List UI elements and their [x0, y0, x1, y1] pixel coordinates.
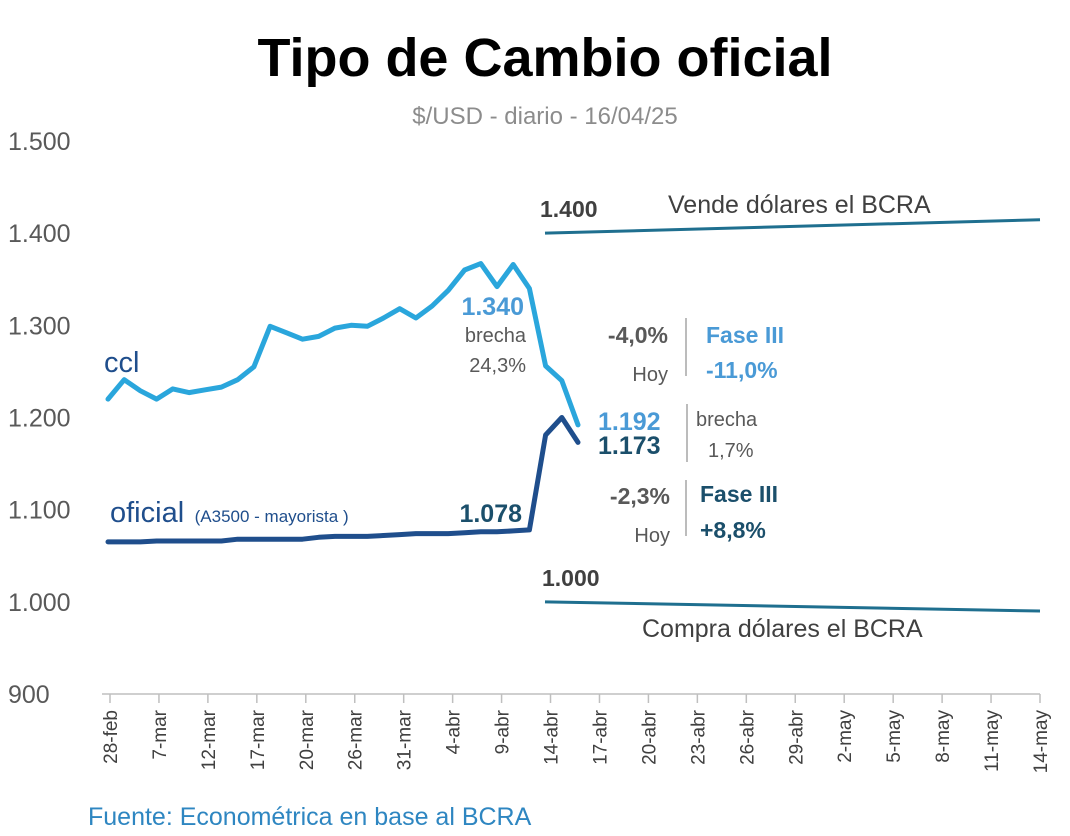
brecha-now-label: brecha — [696, 409, 758, 431]
ccl-today-label: Hoy — [632, 364, 668, 386]
band-sell-name: Vende dólares el BCRA — [668, 191, 931, 219]
chart-title: Tipo de Cambio oficial — [257, 28, 832, 88]
band-buy-line — [544, 600, 1041, 613]
x-tick-label: 2-may — [835, 710, 856, 763]
y-tick-label: 1.200 — [8, 405, 71, 433]
ccl-peak-brecha-label: brecha — [465, 325, 527, 347]
x-axis: 28-feb 7-mar 12-mar 17-mar 20-mar 26-mar 31-ma… — [101, 693, 1052, 774]
x-tick-label: 12-mar — [199, 709, 220, 770]
x-tick-label: 28-feb — [101, 710, 122, 764]
x-tick-label: 17-mar — [248, 709, 269, 770]
series-label-ccl: ccl — [104, 347, 139, 379]
chart-subtitle: $/USD - diario - 16/04/25 — [412, 103, 677, 130]
y-tick-label: 1.000 — [8, 589, 71, 617]
oficial-prev-value: 1.078 — [459, 500, 522, 528]
y-tick-label: 1.400 — [8, 220, 71, 248]
series-label-oficial: oficial (A3500 - mayorista ) — [110, 497, 349, 529]
brecha-now-value: 1,7% — [708, 440, 754, 462]
x-tick-label: 20-mar — [297, 709, 318, 770]
x-tick-label: 26-abr — [737, 709, 758, 765]
series-lines — [105, 261, 581, 545]
series-line-oficial — [105, 415, 581, 545]
ccl-fase-label: Fase III — [706, 322, 784, 348]
band-sell-line — [544, 218, 1041, 235]
x-tick-label: 11-may — [982, 710, 1003, 772]
ccl-change-today: -4,0% — [608, 322, 668, 348]
x-tick-label: 26-mar — [346, 709, 367, 770]
x-tick-label: 4-abr — [444, 709, 465, 754]
ccl-peak-brecha-value: 24,3% — [469, 355, 526, 377]
x-tick-label: 14-may — [1031, 710, 1052, 774]
x-tick-label: 8-may — [933, 710, 954, 763]
series-label-oficial-note: (A3500 - mayorista ) — [195, 507, 349, 526]
annotations: 1.340 brecha 24,3% 1.078 1.192 1.173 bre… — [459, 293, 784, 547]
band-sell-start-label: 1.400 — [540, 196, 598, 222]
band-buy-start-label: 1.000 — [542, 565, 600, 591]
x-tick-label: 7-mar — [150, 709, 171, 759]
x-tick-label: 20-abr — [639, 709, 660, 765]
x-tick-label: 9-abr — [493, 709, 514, 754]
oficial-last-value: 1.173 — [598, 432, 661, 460]
band-buy-name: Compra dólares el BCRA — [642, 615, 923, 643]
bcra-bands: 1.400 Vende dólares el BCRA 1.000 Compra… — [540, 191, 1041, 643]
oficial-fase-value: +8,8% — [700, 517, 766, 543]
x-tick-label: 5-may — [884, 710, 905, 763]
y-tick-label: 900 — [8, 681, 50, 709]
oficial-change-today: -2,3% — [610, 483, 670, 509]
source-note: Fuente: Econométrica en base al BCRA — [88, 803, 532, 831]
ccl-peak-value: 1.340 — [461, 293, 524, 321]
x-tick-label: 23-abr — [688, 709, 709, 765]
oficial-fase-label: Fase III — [700, 481, 778, 507]
ccl-last-value: 1.192 — [598, 408, 661, 436]
series-line-ccl — [105, 261, 581, 428]
x-tick-label: 14-abr — [542, 709, 563, 765]
x-tick-label: 31-mar — [395, 709, 416, 770]
x-tick-label: 29-abr — [786, 709, 807, 765]
series-label-oficial-name: oficial — [110, 497, 184, 529]
y-tick-label: 1.300 — [8, 312, 71, 340]
y-tick-label: 1.500 — [8, 128, 71, 156]
y-axis: 1.500 1.400 1.300 1.200 1.100 1.000 900 — [8, 128, 71, 709]
ccl-fase-value: -11,0% — [706, 357, 778, 383]
y-tick-label: 1.100 — [8, 497, 71, 525]
oficial-today-label: Hoy — [634, 525, 670, 547]
x-tick-label: 17-abr — [590, 709, 611, 765]
